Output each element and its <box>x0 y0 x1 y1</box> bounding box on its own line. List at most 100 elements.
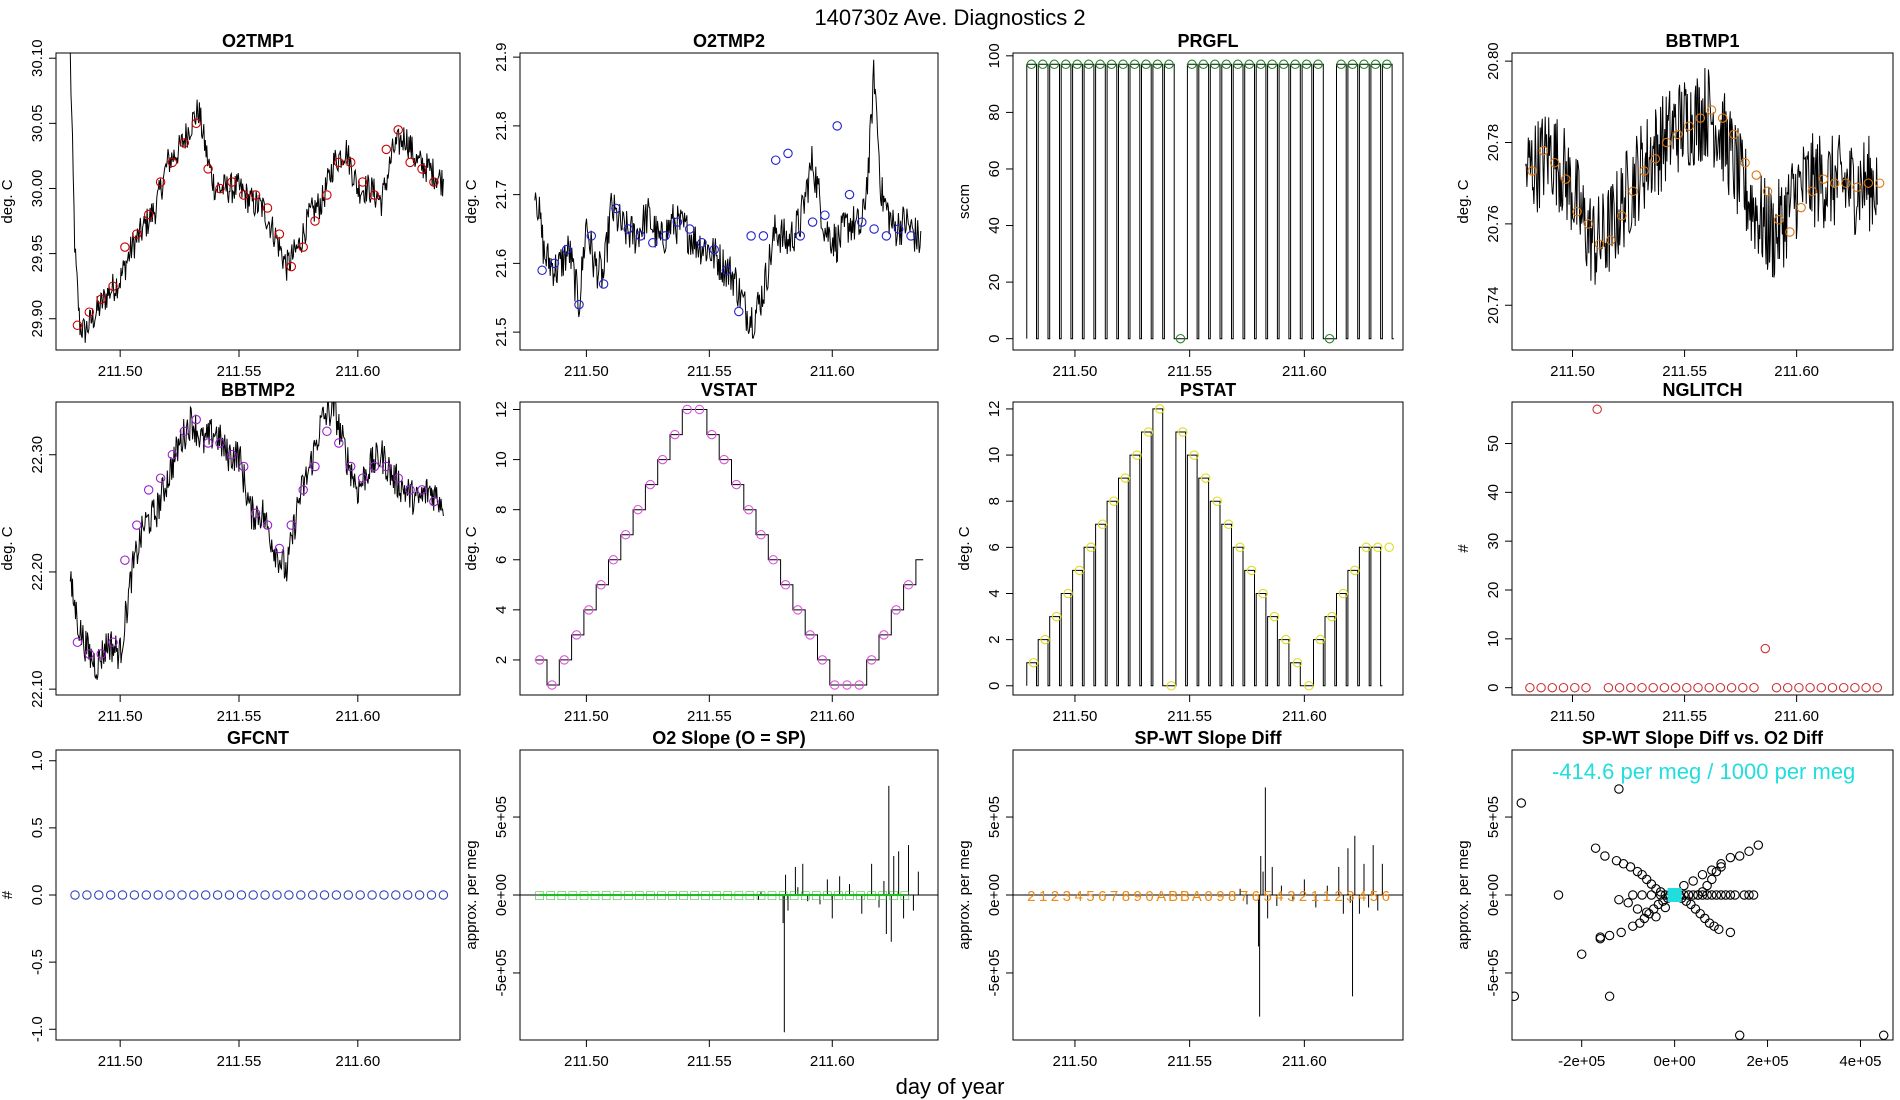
y-axis-label: deg. C <box>463 526 480 570</box>
data-line <box>69 53 444 343</box>
data-point <box>620 529 631 540</box>
panel-o2tmp2: O2TMP2 deg. C 211.50 211.55 211.60 21.5 21.6 21… <box>463 31 939 380</box>
y-tick-label: 60 <box>986 161 1003 178</box>
data-point <box>167 449 178 460</box>
symbol-marker: □ <box>690 887 699 903</box>
data-point <box>1074 565 1085 576</box>
data-point <box>1603 682 1614 693</box>
data-point <box>1605 235 1616 245</box>
data-point <box>345 157 356 168</box>
data-point <box>429 496 439 507</box>
y-axis-label: approx. per meg <box>463 840 480 949</box>
data-point <box>1336 59 1346 70</box>
data-point <box>1106 59 1117 70</box>
y-tick-label: 21.6 <box>493 249 510 278</box>
data-point <box>334 157 344 168</box>
char-marker: 4 <box>1275 888 1283 905</box>
data-point <box>1729 129 1739 140</box>
step-line <box>534 409 924 686</box>
data-point <box>1861 682 1871 693</box>
data-point <box>660 231 670 241</box>
data-point <box>1290 59 1300 70</box>
data-point <box>236 890 247 900</box>
data-point <box>227 177 237 187</box>
data-point <box>857 217 867 227</box>
y-tick-label: 0e+00 <box>1485 874 1502 916</box>
char-marker: 1 <box>1039 888 1047 905</box>
symbol-marker: □ <box>569 887 578 903</box>
y-tick-label: 20 <box>1485 582 1502 599</box>
y-tick-label: 0e+00 <box>986 874 1003 916</box>
data-point <box>224 890 235 900</box>
y-axis-label: deg. C <box>463 179 480 223</box>
data-point <box>1878 1030 1889 1040</box>
panel-gfcnt: GFCNT #211.50 211.55 211.60 -1.0 -0.5 0.0 0.5 1.… <box>0 728 461 1070</box>
data-point <box>405 157 415 168</box>
data-point <box>1715 682 1726 693</box>
data-point <box>310 461 320 472</box>
y-tick-label: 0 <box>986 335 1003 343</box>
data-point <box>1616 927 1626 938</box>
data-point <box>1818 174 1829 184</box>
symbol-marker: □ <box>657 887 666 903</box>
chart-panels: O2TMP1 deg. C 211.50 211.55 211.60 29.90 29.95… <box>0 31 1894 1070</box>
data-point <box>645 479 656 490</box>
y-tick-label: 8 <box>493 506 510 514</box>
symbol-marker: □ <box>535 887 544 903</box>
data-point <box>1681 896 1691 906</box>
data-point <box>1558 682 1569 693</box>
data-point <box>879 630 889 640</box>
symbol-marker: □ <box>890 887 899 903</box>
data-point <box>1717 113 1728 123</box>
plot-area <box>534 404 924 690</box>
data-point <box>1725 852 1736 863</box>
y-axis-label: # <box>1455 544 1472 553</box>
data-point <box>1051 611 1062 622</box>
plot-frame <box>1012 52 1404 351</box>
symbol-marker: □ <box>790 887 799 903</box>
data-point <box>381 461 392 472</box>
data-point <box>96 294 106 304</box>
x-tick-label: 211.60 <box>335 363 380 380</box>
plot-area <box>1026 59 1394 344</box>
data-point <box>1026 59 1037 70</box>
data-point <box>1604 930 1615 941</box>
y-tick-label: 0 <box>1485 684 1502 692</box>
x-tick-label: 211.55 <box>217 708 262 725</box>
data-point <box>756 529 766 540</box>
data-point <box>534 655 545 665</box>
data-point <box>1716 862 1726 872</box>
data-point <box>1604 991 1615 1002</box>
data-point <box>1874 178 1885 188</box>
data-point <box>633 504 643 515</box>
char-marker: 9 <box>1216 888 1224 905</box>
char-marker: 6 <box>1382 888 1390 905</box>
data-point <box>322 190 332 200</box>
data-point <box>768 555 779 565</box>
symbol-marker: □ <box>602 887 611 903</box>
data-point <box>105 890 116 900</box>
data-point <box>1690 904 1701 914</box>
pulse-line <box>1026 63 1394 340</box>
data-point <box>1166 681 1177 691</box>
data-point <box>893 224 904 234</box>
data-point <box>1650 154 1661 164</box>
data-point <box>635 231 646 241</box>
data-point <box>829 680 840 690</box>
data-point <box>623 224 633 234</box>
plot-area: □ □ □ □ □ □ □ □ □ □ □ □ □ □ □ □ □ □ □ □ □ □ □ □ □ □ □ □ □ □ □ □ □ □ <box>520 785 938 1033</box>
y-tick-label: 10 <box>1485 630 1502 647</box>
data-point <box>155 177 166 187</box>
x-tick-label: 211.50 <box>564 363 609 380</box>
data-point <box>1370 59 1381 70</box>
plot-frame <box>55 52 461 351</box>
symbol-marker: □ <box>901 887 910 903</box>
data-point <box>1740 158 1750 168</box>
y-tick-label: 30 <box>1485 533 1502 550</box>
plot-frame <box>1511 401 1894 696</box>
data-point <box>731 479 742 490</box>
data-point <box>1384 542 1394 553</box>
y-tick-label: 0.0 <box>29 885 46 906</box>
